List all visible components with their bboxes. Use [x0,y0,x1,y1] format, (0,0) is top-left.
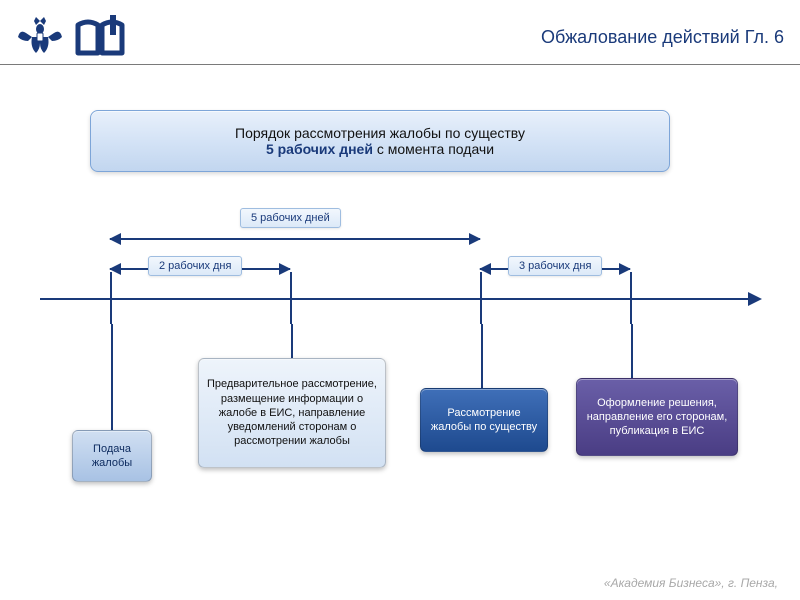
timeline-tick-2 [290,272,292,324]
header-divider [0,64,800,65]
connector-1 [111,324,113,430]
info-rest: с момента подачи [373,141,494,157]
span-label-phase1: 2 рабочих дня [148,256,242,276]
page-title: Обжалование действий Гл. 6 [541,27,784,48]
timeline-diagram: 5 рабочих дней 2 рабочих дня 3 рабочих д… [0,200,800,540]
span-label-total: 5 рабочих дней [240,208,341,228]
connector-4 [631,324,633,378]
span-arrow-total [110,238,480,240]
info-highlight: 5 рабочих дней [266,141,373,157]
connector-2 [291,324,293,358]
eagle-emblem-icon [16,15,64,59]
connector-3 [481,324,483,388]
info-summary-bar: Порядок рассмотрения жалобы по существу … [90,110,670,172]
stage-box-decision: Оформление решения, направление его стор… [576,378,738,456]
open-book-icon [74,15,126,59]
stage-box-preliminary: Предварительное рассмотрение, размещение… [198,358,386,468]
timeline-axis [40,298,760,300]
page-header: Обжалование действий Гл. 6 [16,12,784,62]
logo-group [16,15,126,59]
timeline-tick-1 [110,272,112,324]
footer-credit: «Академия Бизнеса», г. Пенза, [604,576,778,590]
span-label-phase2: 3 рабочих дня [508,256,602,276]
stage-box-review: Рассмотрение жалобы по существу [420,388,548,452]
stage-box-submit: Подача жалобы [72,430,152,482]
timeline-tick-3 [480,272,482,324]
timeline-tick-4 [630,272,632,324]
info-line-1: Порядок рассмотрения жалобы по существу [235,125,525,141]
info-line-2: 5 рабочих дней с момента подачи [266,141,494,157]
